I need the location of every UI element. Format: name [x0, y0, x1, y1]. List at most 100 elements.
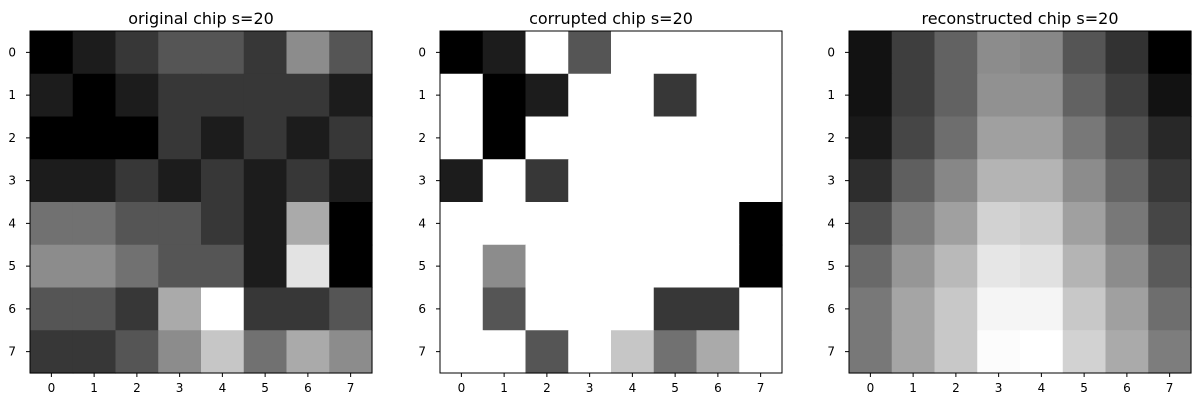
panel-reconstructed-cell-2-7 — [1148, 116, 1192, 160]
panel-original-cell-4-5 — [243, 202, 288, 246]
panel-reconstructed-cell-0-5 — [1062, 31, 1107, 75]
panel-corrupted-y-tick-6: 6 — [418, 302, 426, 316]
panel-reconstructed-x-tick-0: 0 — [867, 381, 875, 395]
panel-reconstructed-cell-2-5 — [1062, 116, 1107, 160]
panel-corrupted-y-tick-1: 1 — [418, 88, 426, 102]
panel-corrupted-cell-6-7 — [739, 287, 783, 331]
panel-original-cell-3-1 — [72, 159, 117, 203]
panel-corrupted-cell-1-2 — [525, 73, 569, 118]
panel-reconstructed-cell-5-2 — [934, 244, 978, 289]
panel-corrupted-cell-4-0 — [440, 202, 484, 246]
panel-corrupted-cell-5-5 — [653, 244, 698, 289]
panel-corrupted-cell-3-7 — [739, 159, 783, 203]
panel-original-y-tick-1: 1 — [8, 88, 16, 102]
panel-reconstructed-cell-4-4 — [1020, 202, 1064, 246]
panel-corrupted-cell-0-5 — [653, 31, 698, 75]
panel-reconstructed-cell-7-0 — [849, 330, 893, 374]
panel-original-cell-7-3 — [158, 330, 202, 374]
panel-reconstructed-cell-1-6 — [1105, 73, 1149, 118]
panel-original-image — [30, 31, 373, 374]
panel-corrupted-cell-7-4 — [611, 330, 655, 374]
panel-original-cell-3-3 — [158, 159, 202, 203]
panel-corrupted-cell-6-5 — [653, 287, 698, 331]
panel-original-cell-1-1 — [72, 73, 117, 118]
panel-original-y-tick-3: 3 — [8, 174, 16, 188]
panel-original-cell-6-5 — [243, 287, 288, 331]
panel-original-cell-1-7 — [329, 73, 373, 118]
panel-corrupted: corrupted chip s=20 0 1 2 3 4 5 6 7 0 1 … — [418, 9, 783, 395]
panel-corrupted-cell-7-5 — [653, 330, 698, 374]
panel-reconstructed-cell-4-1 — [891, 202, 936, 246]
panel-original-cell-0-3 — [158, 31, 202, 75]
panel-reconstructed-cell-4-2 — [934, 202, 978, 246]
panel-corrupted-x-tick-4: 4 — [629, 381, 637, 395]
panel-reconstructed-cell-6-5 — [1062, 287, 1107, 331]
panel-reconstructed-cell-6-4 — [1020, 287, 1064, 331]
panel-reconstructed-cell-7-2 — [934, 330, 978, 374]
panel-original-cell-7-5 — [243, 330, 288, 374]
panel-reconstructed-cell-1-2 — [934, 73, 978, 118]
panel-corrupted-cell-0-0 — [440, 31, 484, 75]
panel-original-cell-3-2 — [115, 159, 159, 203]
panel-reconstructed-cell-0-1 — [891, 31, 936, 75]
panel-reconstructed-cell-4-0 — [849, 202, 893, 246]
panel-corrupted-cell-1-0 — [440, 73, 484, 118]
panel-reconstructed: reconstructed chip s=20 0 1 2 3 4 5 6 7 … — [827, 9, 1192, 395]
panel-corrupted-y-tick-2: 2 — [418, 131, 426, 145]
panel-original-x-tick-4: 4 — [219, 381, 227, 395]
panel-original-cell-0-2 — [115, 31, 159, 75]
panel-corrupted-cell-0-4 — [611, 31, 655, 75]
panel-original-cell-6-0 — [30, 287, 74, 331]
panel-reconstructed-cell-3-3 — [977, 159, 1021, 203]
panel-corrupted-cell-3-1 — [482, 159, 527, 203]
panel-reconstructed-cell-7-1 — [891, 330, 936, 374]
panel-corrupted-cell-4-3 — [568, 202, 612, 246]
panel-original-cell-1-2 — [115, 73, 159, 118]
panel-original-cell-0-0 — [30, 31, 74, 75]
panel-corrupted-cell-7-6 — [696, 330, 740, 374]
panel-original-cell-7-1 — [72, 330, 117, 374]
panel-corrupted-cell-0-1 — [482, 31, 527, 75]
panel-reconstructed-cell-6-2 — [934, 287, 978, 331]
panel-reconstructed-image — [849, 31, 1192, 374]
panel-corrupted-cell-7-3 — [568, 330, 612, 374]
panel-reconstructed-cell-0-4 — [1020, 31, 1064, 75]
panel-original-cell-2-5 — [243, 116, 288, 160]
panel-original-cell-4-0 — [30, 202, 74, 246]
panel-corrupted-cell-5-7 — [739, 244, 783, 289]
panel-original-cell-3-0 — [30, 159, 74, 203]
panel-original-cell-5-6 — [286, 244, 330, 289]
panel-original-cell-4-7 — [329, 202, 373, 246]
panel-corrupted-x-tick-0: 0 — [458, 381, 466, 395]
panel-corrupted-cell-6-2 — [525, 287, 569, 331]
panel-reconstructed-cell-5-4 — [1020, 244, 1064, 289]
panel-corrupted-cell-2-0 — [440, 116, 484, 160]
panel-original-cell-1-4 — [201, 73, 245, 118]
panel-corrupted-cell-7-1 — [482, 330, 527, 374]
panel-corrupted-cell-5-1 — [482, 244, 527, 289]
panel-reconstructed-cell-1-5 — [1062, 73, 1107, 118]
panel-corrupted-cell-1-7 — [739, 73, 783, 118]
panel-corrupted-cell-4-6 — [696, 202, 740, 246]
panel-original-cell-0-7 — [329, 31, 373, 75]
panel-original-cell-4-1 — [72, 202, 117, 246]
panel-corrupted-x-tick-1: 1 — [500, 381, 508, 395]
panel-reconstructed-cell-3-1 — [891, 159, 936, 203]
panel-reconstructed-cell-5-7 — [1148, 244, 1192, 289]
panel-original-x-tick-1: 1 — [90, 381, 98, 395]
panel-original: original chip s=20 0 1 2 3 4 5 6 7 0 1 2… — [8, 9, 373, 395]
panel-reconstructed-cell-0-7 — [1148, 31, 1192, 75]
panel-original-y-tick-6: 6 — [8, 302, 16, 316]
panel-reconstructed-cell-3-0 — [849, 159, 893, 203]
panel-reconstructed-x-tick-6: 6 — [1123, 381, 1131, 395]
panel-original-cell-2-4 — [201, 116, 245, 160]
panel-corrupted-cell-2-2 — [525, 116, 569, 160]
panel-corrupted-y-tick-5: 5 — [418, 259, 426, 273]
panel-original-cell-3-6 — [286, 159, 330, 203]
panel-corrupted-x-tick-6: 6 — [714, 381, 722, 395]
panel-corrupted-cell-3-2 — [525, 159, 569, 203]
panel-reconstructed-cell-3-7 — [1148, 159, 1192, 203]
panel-corrupted-y-tick-4: 4 — [418, 216, 426, 230]
panel-original-cell-6-3 — [158, 287, 202, 331]
panel-reconstructed-y-tick-4: 4 — [827, 216, 835, 230]
